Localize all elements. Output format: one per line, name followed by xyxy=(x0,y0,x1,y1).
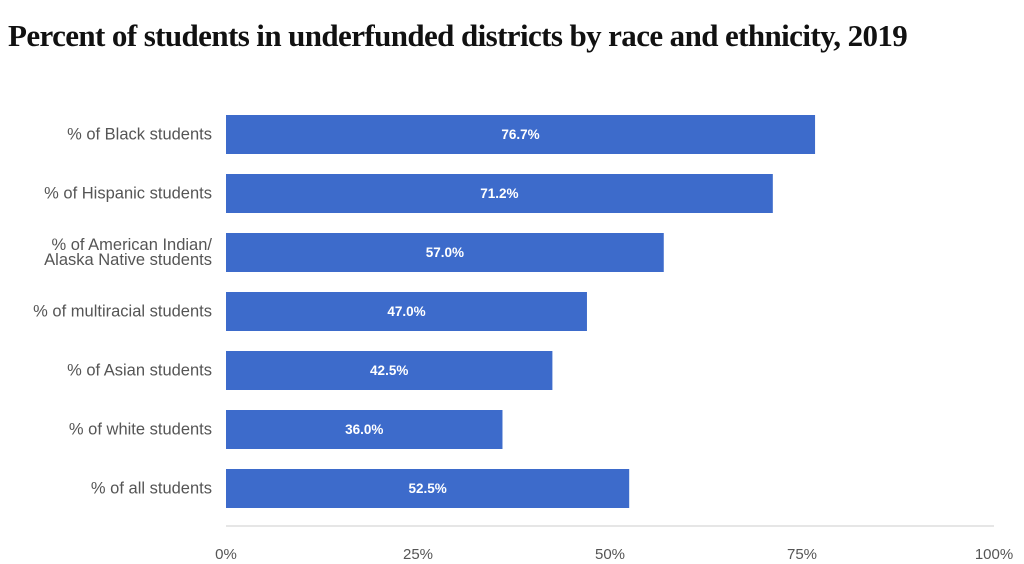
bar xyxy=(226,292,587,331)
data-label: 71.2% xyxy=(480,186,518,201)
x-tick-label: 50% xyxy=(595,546,625,563)
x-tick-label: 25% xyxy=(403,546,433,563)
category-label: % of American Indian/Alaska Native stude… xyxy=(44,236,212,269)
category-label: % of all students xyxy=(91,480,212,498)
category-label: % of Black students xyxy=(67,126,212,144)
category-label: % of multiracial students xyxy=(33,303,212,321)
bar xyxy=(226,410,503,449)
data-label: 52.5% xyxy=(408,481,446,496)
bar xyxy=(226,469,630,508)
category-label: % of Asian students xyxy=(67,362,212,380)
data-label: 57.0% xyxy=(426,245,464,260)
data-label: 76.7% xyxy=(501,127,539,142)
x-tick-label: 0% xyxy=(215,546,237,563)
category-label: % of Hispanic students xyxy=(44,185,212,203)
data-label: 47.0% xyxy=(387,304,425,319)
bar xyxy=(226,351,553,390)
bar xyxy=(226,233,664,272)
x-tick-label: 100% xyxy=(975,546,1013,563)
x-tick-label: 75% xyxy=(787,546,817,563)
data-label: 36.0% xyxy=(345,422,383,437)
bar xyxy=(226,174,773,213)
chart-title: Percent of students in underfunded distr… xyxy=(8,18,908,53)
category-label: % of white students xyxy=(69,421,212,439)
data-label: 42.5% xyxy=(370,363,408,378)
bar xyxy=(226,115,816,154)
